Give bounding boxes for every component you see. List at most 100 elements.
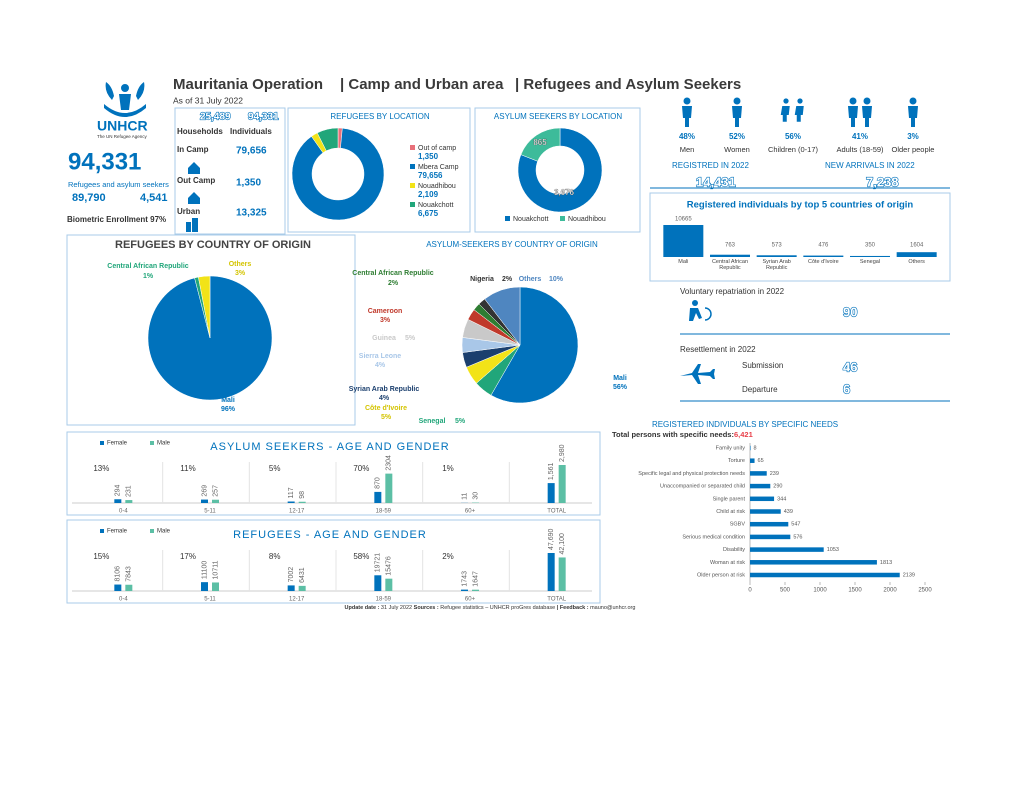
resettlement-row-label: Departure <box>742 385 778 394</box>
value-label: 11 <box>461 492 468 499</box>
legend-swatch <box>505 216 510 221</box>
biometric: Biometric Enrollment 97% <box>67 215 166 224</box>
value-label: 439 <box>784 509 793 515</box>
demographic-label: Women <box>724 145 750 154</box>
slice <box>517 127 603 213</box>
chart-title: REFUGEES BY COUNTRY OF ORIGIN <box>115 239 311 251</box>
value-label: 344 <box>777 496 786 502</box>
bar <box>547 553 555 591</box>
value-label: 1,561 <box>548 462 555 480</box>
x-tick-label-box: Mali <box>678 259 689 265</box>
panel <box>649 192 951 282</box>
x-tick-label: 12-17 <box>289 509 305 515</box>
panel <box>66 234 356 426</box>
x-tick-label-box: Central African Republic <box>711 259 749 272</box>
panel <box>66 519 601 604</box>
value-label: 269 <box>201 485 208 497</box>
legend-swatch <box>560 216 565 221</box>
chart-title: ASYLUM SEEKERS BY LOCATION <box>494 112 622 121</box>
slice-label: Mali <box>221 397 235 404</box>
share-label: 8% <box>269 552 281 561</box>
value-label: 3,676 <box>554 188 575 197</box>
legend-swatch <box>410 202 415 207</box>
value-label: 1647 <box>472 571 479 587</box>
person-icon <box>908 106 918 127</box>
x-tick-label: 0 <box>748 588 752 594</box>
slice-value: 96% <box>221 406 236 413</box>
slice-label: Guinea <box>372 335 396 342</box>
slice-value: 4% <box>379 395 390 402</box>
bar <box>472 589 479 591</box>
legend-label: Out of camp <box>418 145 456 152</box>
x-tick-label: 60+ <box>465 509 476 515</box>
plane-icon <box>680 364 715 384</box>
person-icon <box>848 106 858 127</box>
person-icon <box>732 106 742 127</box>
row-value: 13,325 <box>236 208 267 219</box>
legend-swatch <box>150 441 154 445</box>
share-label: 2% <box>442 552 454 561</box>
person-icon <box>909 97 917 105</box>
demographic-label: Older people <box>892 145 935 154</box>
legend-label: Male <box>157 529 171 535</box>
chart-title: ASYLUM SEEKERS - AGE AND GENDER <box>210 441 449 453</box>
row-value: 79,656 <box>236 146 267 157</box>
household-icons <box>186 162 200 232</box>
x-tick-label: Central African Republic <box>711 259 749 272</box>
subtitle-total: 6,421 <box>734 430 753 439</box>
x-tick-label-box: Syrian Arab Republic <box>762 259 790 271</box>
legend-swatch <box>150 529 154 533</box>
bar <box>896 252 937 257</box>
value-label: 865 <box>533 138 547 147</box>
footer: Update date : 31 July 2022 Sources : Ref… <box>345 605 636 611</box>
asylum-seekers: 4,541 <box>140 192 168 204</box>
value-label: 350 <box>865 243 876 249</box>
value-label: 870 <box>375 477 382 489</box>
legend-label: Nouakchott <box>418 202 453 209</box>
resettlement-label: Resettlement in 2022 <box>680 345 756 354</box>
households-count: 25,489 <box>200 112 231 123</box>
arrivals-label: NEW ARRIVALS IN 2022 <box>825 161 915 170</box>
subtitle-text: Total persons with specific needs: <box>612 430 734 439</box>
y-tick-label: Torture <box>728 458 745 464</box>
value-label: 1,350 <box>418 152 439 161</box>
x-tick-label: 0-4 <box>119 509 128 515</box>
x-tick-label-box: Others <box>908 259 925 265</box>
share-label: 13% <box>93 464 109 473</box>
x-tick-label: 1000 <box>813 588 827 594</box>
legend-label: Nouadhibou <box>568 216 606 223</box>
slice-value: 2% <box>388 280 399 287</box>
subtitle: | Camp and Urban area <box>340 76 504 93</box>
value-label: 8 <box>754 445 757 451</box>
slice-value: 56% <box>613 384 628 391</box>
legend-label: Nouakchott <box>513 216 548 223</box>
person-icon <box>683 97 691 105</box>
value-label: 576 <box>793 534 802 540</box>
slice <box>490 286 579 404</box>
demographic-label: Children (0-17) <box>768 145 819 154</box>
value-label: 231 <box>126 485 133 497</box>
y-tick-label: Child at risk <box>716 509 745 515</box>
bar <box>385 578 393 591</box>
bar <box>125 584 133 591</box>
panel <box>66 431 601 516</box>
x-tick-label: Mali <box>678 259 689 265</box>
x-tick-label: Others <box>908 259 925 265</box>
registered-label: REGISTRED IN 2022 <box>672 161 749 170</box>
x-tick-label: Côte d'Ivoire <box>807 259 839 265</box>
bar <box>850 255 890 257</box>
legend-swatch <box>410 183 415 188</box>
x-tick-label: 2500 <box>918 588 932 594</box>
value-label: 573 <box>772 243 783 249</box>
total: 94,331 <box>68 148 141 175</box>
refugees: 89,790 <box>72 192 106 204</box>
slice-label: Others <box>519 276 542 283</box>
person-icon <box>862 106 872 127</box>
bar <box>212 499 219 503</box>
person-icon <box>682 106 692 127</box>
value-label: 547 <box>791 522 800 528</box>
bar <box>750 458 755 463</box>
footer-text: 31 July 2022 <box>381 605 412 611</box>
date: As of 31 July 2022 <box>173 95 243 105</box>
